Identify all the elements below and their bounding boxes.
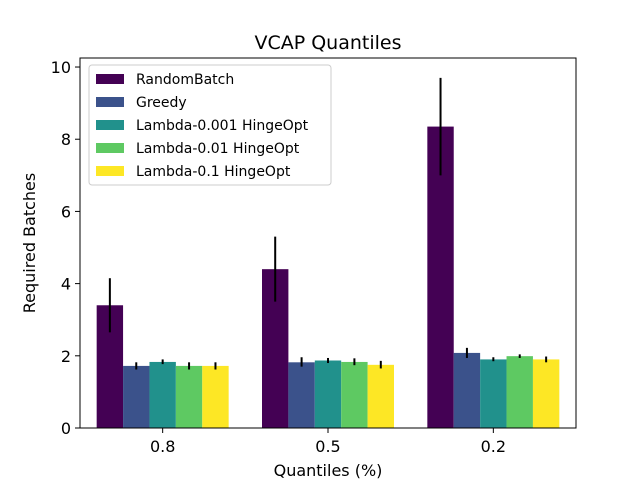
- x-axis: 0.8 0.5 0.2: [150, 428, 506, 456]
- errorbars-layer: [108, 77, 548, 370]
- legend-swatch: [96, 74, 124, 84]
- y-tick-label: 2: [61, 347, 71, 366]
- legend-box: [88, 64, 332, 186]
- bar-lambda-0-01-hingeopt-0.2: [506, 356, 533, 428]
- x-tick-label: 0.5: [315, 437, 340, 456]
- bar-greedy-0.5: [288, 362, 315, 428]
- legend-label: Greedy: [136, 95, 187, 111]
- y-axis: 0 2 4 6 8 10: [51, 58, 80, 438]
- legend-label: Lambda-0.01 HingeOpt: [136, 141, 300, 157]
- legend-label: RandomBatch: [136, 72, 234, 88]
- bars-layer: [96, 126, 560, 429]
- bar-lambda-0-1-hingeopt-0.5: [367, 364, 394, 428]
- bar-lambda-0-001-hingeopt-0.5: [314, 360, 342, 428]
- x-tick-label: 0.2: [481, 437, 506, 456]
- legend-label: Lambda-0.001 HingeOpt: [136, 118, 309, 134]
- bar-lambda-0-01-hingeopt-0.5: [341, 361, 368, 428]
- y-tick-label: 6: [61, 202, 71, 221]
- legend: RandomBatch Greedy Lambda-0.001 HingeOpt La…: [88, 64, 332, 186]
- bar-lambda-0-001-hingeopt-0.2: [480, 359, 507, 428]
- y-axis-label: Required Batches: [20, 173, 39, 313]
- x-tick-label: 0.8: [150, 437, 175, 456]
- bar-greedy-0.8: [123, 365, 150, 428]
- bar-lambda-0-01-hingeopt-0.8: [175, 365, 203, 428]
- legend-swatch: [96, 143, 124, 153]
- bar-lambda-0-001-hingeopt-0.8: [149, 361, 176, 428]
- y-tick-label: 0: [61, 419, 71, 438]
- bar-lambda-0-1-hingeopt-0.2: [532, 359, 560, 428]
- bar-greedy-0.2: [453, 352, 481, 428]
- legend-swatch: [96, 120, 124, 130]
- y-tick-label: 10: [51, 58, 71, 77]
- y-tick-label: 8: [61, 130, 71, 149]
- legend-label: Lambda-0.1 HingeOpt: [136, 164, 291, 180]
- legend-swatch: [96, 166, 124, 176]
- y-tick-label: 4: [61, 275, 71, 294]
- bar-randombatch-0.2: [427, 126, 454, 429]
- x-axis-label: Quantiles (%): [274, 461, 383, 480]
- bar-lambda-0-1-hingeopt-0.8: [202, 365, 229, 428]
- legend-swatch: [96, 97, 124, 107]
- chart-title: VCAP Quantiles: [254, 32, 401, 54]
